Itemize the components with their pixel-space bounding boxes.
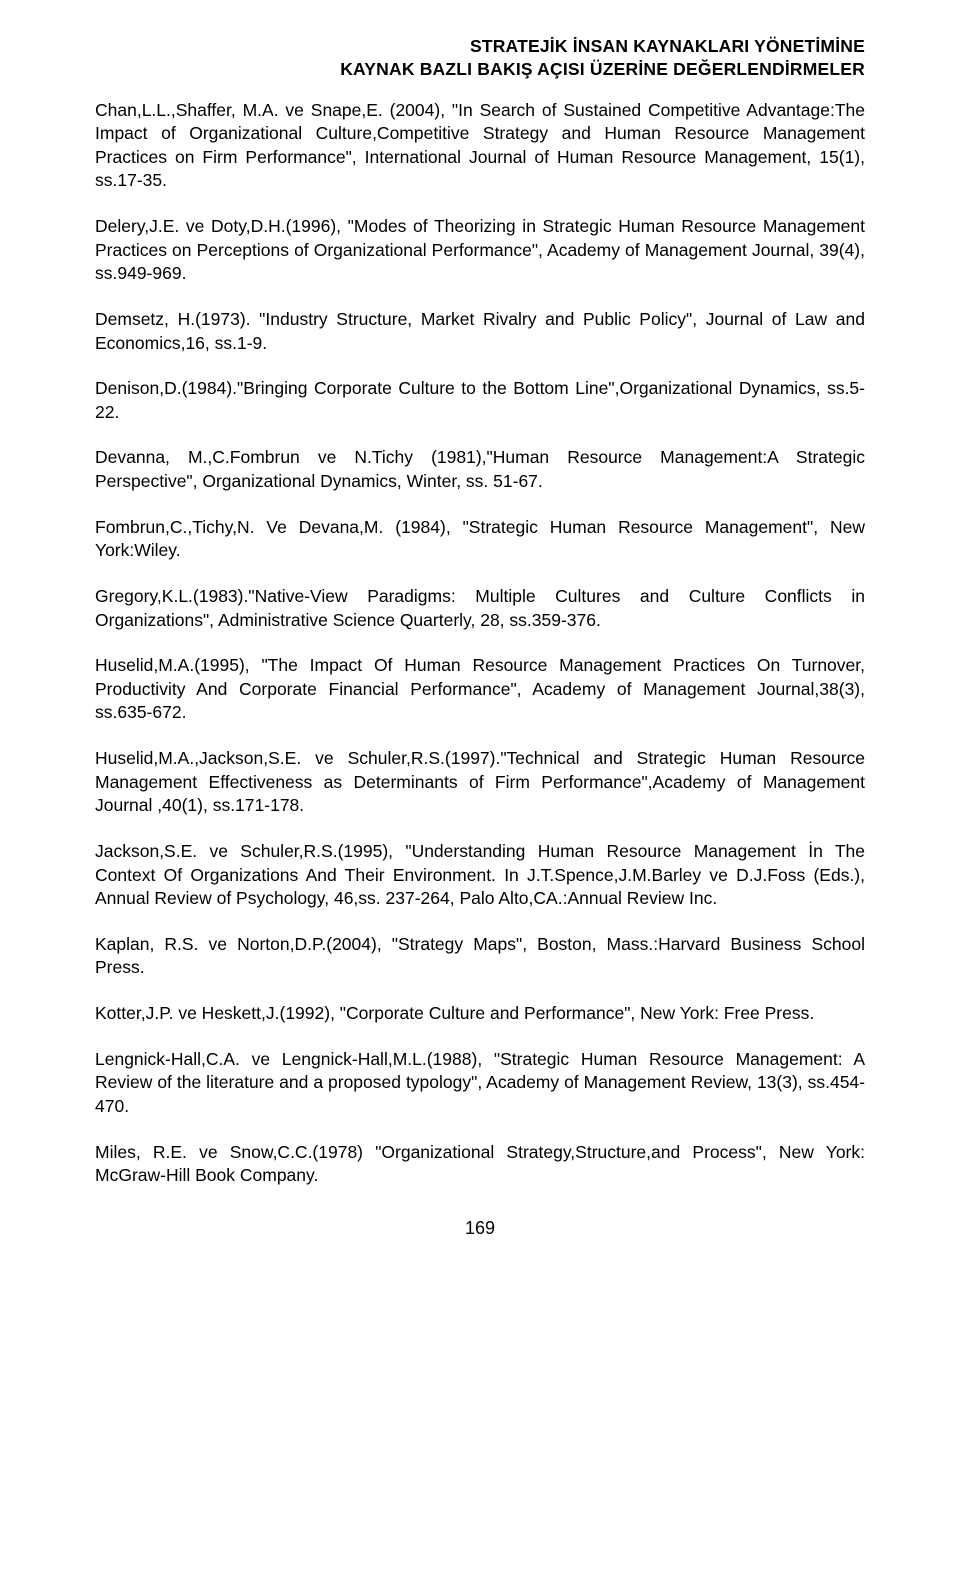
reference-entry: Kotter,J.P. ve Heskett,J.(1992), "Corpor… <box>95 1002 865 1026</box>
page-number: 169 <box>95 1218 865 1239</box>
page-header: STRATEJİK İNSAN KAYNAKLARI YÖNETİMİNE KA… <box>95 35 865 81</box>
reference-entry: Devanna, M.,C.Fombrun ve N.Tichy (1981),… <box>95 446 865 493</box>
reference-entry: Delery,J.E. ve Doty,D.H.(1996), "Modes o… <box>95 215 865 286</box>
reference-entry: Lengnick-Hall,C.A. ve Lengnick-Hall,M.L.… <box>95 1048 865 1119</box>
reference-entry: Huselid,M.A.,Jackson,S.E. ve Schuler,R.S… <box>95 747 865 818</box>
header-title-line-2: KAYNAK BAZLI BAKIŞ AÇISI ÜZERİNE DEĞERLE… <box>95 58 865 81</box>
reference-entry: Denison,D.(1984)."Bringing Corporate Cul… <box>95 377 865 424</box>
reference-entry: Demsetz, H.(1973). "Industry Structure, … <box>95 308 865 355</box>
reference-entry: Fombrun,C.,Tichy,N. Ve Devana,M. (1984),… <box>95 516 865 563</box>
reference-entry: Jackson,S.E. ve Schuler,R.S.(1995), "Und… <box>95 840 865 911</box>
reference-entry: Kaplan, R.S. ve Norton,D.P.(2004), "Stra… <box>95 933 865 980</box>
header-title-line-1: STRATEJİK İNSAN KAYNAKLARI YÖNETİMİNE <box>95 35 865 58</box>
reference-entry: Huselid,M.A.(1995), "The Impact Of Human… <box>95 654 865 725</box>
reference-entry: Chan,L.L.,Shaffer, M.A. ve Snape,E. (200… <box>95 99 865 194</box>
reference-entry: Miles, R.E. ve Snow,C.C.(1978) "Organiza… <box>95 1141 865 1188</box>
reference-entry: Gregory,K.L.(1983)."Native-View Paradigm… <box>95 585 865 632</box>
